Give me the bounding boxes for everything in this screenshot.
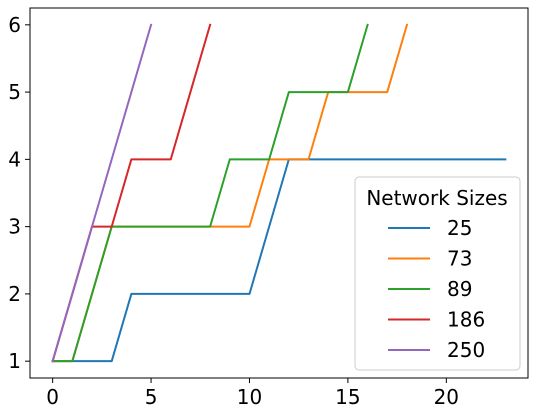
series-line-25 bbox=[51, 158, 507, 363]
y-tick-label: 6 bbox=[8, 13, 21, 37]
legend-title: Network Sizes bbox=[366, 186, 507, 210]
legend: Network Sizes 25 73 89 186 250 bbox=[354, 176, 521, 371]
plot-area bbox=[51, 23, 507, 363]
y-axis: 1 2 3 4 5 6 bbox=[8, 13, 30, 373]
y-tick-label: 3 bbox=[8, 215, 21, 239]
y-tick-label: 4 bbox=[8, 147, 21, 171]
x-tick-label: 20 bbox=[434, 385, 459, 409]
x-axis: 0 5 10 15 20 bbox=[46, 378, 459, 409]
legend-label-250: 250 bbox=[447, 338, 485, 362]
legend-label-89: 89 bbox=[447, 277, 472, 301]
legend-label-25: 25 bbox=[447, 216, 472, 240]
y-tick-label: 1 bbox=[8, 349, 21, 373]
series-line-250 bbox=[51, 23, 153, 363]
x-tick-label: 15 bbox=[335, 385, 360, 409]
series-line-89 bbox=[51, 23, 369, 363]
y-tick-label: 2 bbox=[8, 282, 21, 306]
legend-box bbox=[354, 176, 521, 371]
x-tick-label: 10 bbox=[237, 385, 262, 409]
legend-label-73: 73 bbox=[447, 247, 472, 271]
series-line-186 bbox=[51, 23, 212, 363]
x-tick-label: 5 bbox=[145, 385, 158, 409]
x-tick-label: 0 bbox=[46, 385, 59, 409]
legend-label-186: 186 bbox=[447, 308, 485, 332]
axes-frame bbox=[29, 7, 529, 379]
y-tick-label: 5 bbox=[8, 80, 21, 104]
